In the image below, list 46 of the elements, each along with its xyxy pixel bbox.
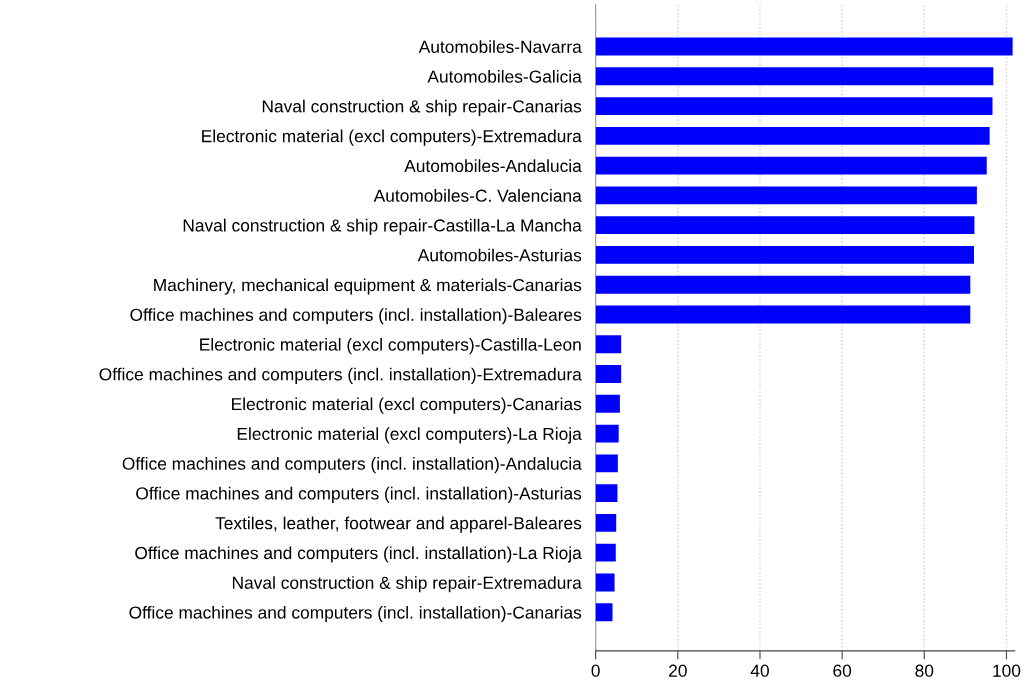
y-tick-label: Automobiles-C. Valenciana bbox=[373, 189, 582, 202]
bar bbox=[595, 305, 971, 324]
bar bbox=[595, 156, 987, 175]
y-tick-label: Office machines and computers (incl. installation)-Andalucia bbox=[122, 457, 582, 474]
y-tick-label: Office machines and computers (incl. installation)-Extremadura bbox=[99, 367, 582, 384]
y-tick-label: Automobiles-Galicia bbox=[427, 70, 582, 83]
y-tick-label: Electronic material (excl computers)-La Rioja bbox=[237, 427, 582, 444]
y-tick-label: Naval construction & ship repair-Extremadura bbox=[232, 576, 582, 593]
bar bbox=[595, 365, 622, 383]
y-tick-label: Naval construction & ship repair-Canarias bbox=[262, 99, 582, 116]
bar bbox=[595, 394, 620, 413]
bar bbox=[595, 454, 618, 473]
y-tick-label: Electronic material (excl computers)-Extremadura bbox=[202, 129, 582, 146]
bar bbox=[595, 37, 1013, 56]
y-tick-label: Office machines and computers (incl. installation)-Asturias bbox=[136, 486, 582, 504]
bar bbox=[595, 246, 975, 264]
y-tick-label: Automobiles-Navarra bbox=[418, 40, 582, 53]
x-tick-label: 0 bbox=[591, 664, 600, 677]
x-tick-label: 40 bbox=[750, 664, 769, 677]
y-tick-label: Automobiles-Andalucia bbox=[404, 159, 582, 173]
y-tick-label: Machinery, mechanical equipment & materials-Canarias bbox=[154, 278, 582, 295]
y-tick-label: Office machines and computers (incl. installation)-Baleares bbox=[130, 308, 582, 325]
y-tick-label: Naval construction & ship repair-Castilla-La Mancha bbox=[183, 218, 582, 236]
y-tick-label: Office machines and computers (incl. installation)-Canarias bbox=[129, 605, 582, 623]
bar bbox=[595, 275, 971, 294]
y-tick-label: Electronic material (excl computers)-Castilla-Leon bbox=[200, 337, 581, 355]
bar bbox=[595, 603, 613, 622]
x-tick-label: 60 bbox=[833, 664, 852, 677]
bar bbox=[595, 484, 618, 503]
bar bbox=[595, 543, 616, 562]
y-tick-label: Textiles, leather, footwear and apparel-Baleares bbox=[215, 516, 582, 533]
y-tick-label: Automobiles-Asturias bbox=[417, 248, 582, 262]
x-tick-label: 100 bbox=[993, 664, 1021, 677]
bar bbox=[595, 97, 993, 115]
y-tick-label: Office machines and computers (incl. installation)-La Rioja bbox=[135, 546, 582, 563]
bar bbox=[595, 335, 622, 354]
bar bbox=[595, 67, 994, 86]
y-tick-label: Electronic material (excl computers)-Canarias bbox=[232, 397, 582, 414]
bar bbox=[595, 424, 619, 443]
x-tick-label: 80 bbox=[915, 664, 934, 677]
bar bbox=[595, 573, 615, 592]
bar bbox=[595, 126, 990, 145]
bar bbox=[595, 186, 977, 205]
bar bbox=[595, 513, 617, 532]
bar bbox=[595, 216, 975, 235]
x-tick-label: 20 bbox=[669, 664, 687, 677]
